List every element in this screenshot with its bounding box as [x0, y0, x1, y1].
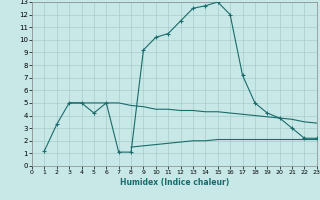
X-axis label: Humidex (Indice chaleur): Humidex (Indice chaleur) [120, 178, 229, 187]
